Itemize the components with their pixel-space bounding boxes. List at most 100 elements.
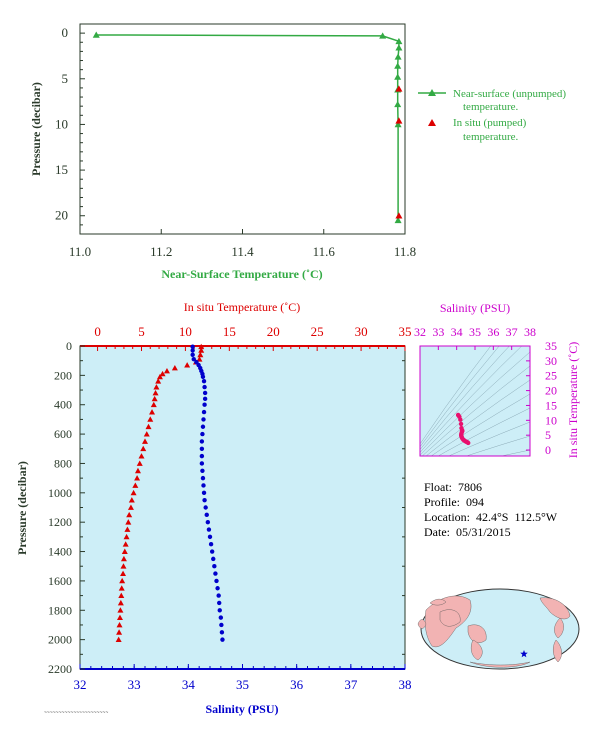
salinity-point bbox=[206, 527, 212, 532]
pressure-tick-label: 0 bbox=[66, 339, 72, 353]
salinity-point bbox=[199, 446, 205, 451]
temperature-point bbox=[145, 423, 152, 430]
pressure-tick-label: 1400 bbox=[48, 545, 72, 559]
ts-x-tick-label: 35 bbox=[469, 325, 481, 339]
temp-tick-label: 35 bbox=[399, 324, 412, 339]
salinity-point bbox=[202, 497, 207, 503]
ts-y-tick-label: 20 bbox=[545, 384, 557, 398]
salinity-x-axis: 32 33 34 35 36 37 38 bbox=[74, 664, 412, 692]
pressure-tick-label: 1600 bbox=[48, 574, 72, 588]
temperature-point bbox=[118, 585, 125, 591]
temperature-point bbox=[120, 570, 127, 576]
in-situ-point bbox=[395, 85, 403, 92]
temperature-point bbox=[159, 370, 166, 377]
density-contour bbox=[420, 346, 500, 447]
temperature-point bbox=[198, 347, 205, 353]
near-surface-point bbox=[394, 53, 402, 60]
salinity-point bbox=[190, 352, 195, 358]
near-surface-point bbox=[92, 31, 100, 38]
legend-label-near-surface-1: Near-surface (unpumped) bbox=[453, 88, 566, 100]
salinity-point bbox=[219, 622, 224, 628]
salinity-point bbox=[219, 630, 225, 635]
top-x-tick-label: 11.4 bbox=[231, 244, 254, 259]
pressure-tick-label: 2000 bbox=[48, 633, 72, 647]
density-contours bbox=[420, 346, 530, 478]
temperature-point bbox=[123, 533, 130, 540]
ts-x-tick-label: 33 bbox=[432, 325, 444, 339]
top-plot-frame bbox=[79, 23, 406, 235]
temperature-point bbox=[115, 636, 122, 643]
salinity-point bbox=[200, 468, 205, 473]
top-legend: Near-surface (unpumped) temperature. In … bbox=[418, 88, 566, 143]
ts-point bbox=[458, 421, 464, 427]
salinity-point bbox=[218, 615, 224, 620]
pressure-tick-label: 1000 bbox=[48, 486, 72, 500]
top-y-tick-label: 0 bbox=[62, 25, 69, 40]
near-surface-point bbox=[394, 62, 402, 69]
salinity-point bbox=[199, 439, 205, 444]
salinity-point bbox=[214, 578, 219, 584]
pressure-tick-label: 200 bbox=[54, 368, 72, 382]
density-contour bbox=[421, 365, 530, 456]
top-x-tick-label: 11.2 bbox=[150, 244, 172, 259]
temperature-point bbox=[171, 365, 178, 371]
salinity-point bbox=[217, 600, 222, 606]
density-contour bbox=[420, 464, 530, 478]
salinity-point bbox=[201, 483, 206, 488]
legend-label-near-surface-2: temperature. bbox=[463, 101, 519, 113]
salinity-point bbox=[216, 593, 221, 598]
temperature-point bbox=[116, 614, 123, 621]
density-contour bbox=[420, 346, 510, 450]
float-info: Float: 7806 Profile: 094 Location: 42.4°… bbox=[424, 480, 557, 540]
density-contour bbox=[425, 379, 530, 456]
temperature-point bbox=[120, 563, 127, 569]
float-star-icon bbox=[520, 650, 528, 658]
salinity-point bbox=[213, 571, 218, 576]
temp-tick-label: 20 bbox=[267, 324, 280, 339]
salinity-point bbox=[200, 374, 206, 380]
ts-y-tick-label: 0 bbox=[545, 443, 551, 457]
top-x-tick-label: 11.0 bbox=[69, 244, 91, 259]
salinity-tick-label: 35 bbox=[236, 677, 249, 692]
top-series-group bbox=[92, 31, 403, 224]
temp-axis-label: In situ Temperature (˚C) bbox=[184, 300, 301, 314]
temperature-point bbox=[122, 541, 129, 547]
near-surface-point bbox=[395, 44, 403, 51]
ts-x-tick-label: 32 bbox=[414, 325, 426, 339]
top-y-tick-label: 5 bbox=[62, 71, 69, 86]
salinity-point bbox=[202, 390, 208, 396]
temperature-point bbox=[150, 401, 157, 408]
temperature-point bbox=[116, 629, 123, 635]
temperature-point bbox=[124, 526, 131, 532]
top-y-tick-label: 20 bbox=[55, 208, 68, 223]
temperature-point bbox=[119, 577, 126, 584]
top-x-axis-label: Near-Surface Temperature (˚C) bbox=[161, 267, 322, 281]
ts-x-tick-label: 38 bbox=[524, 325, 536, 339]
temperature-point bbox=[163, 367, 170, 374]
ts-y-tick-label: 35 bbox=[545, 339, 557, 353]
temperature-point bbox=[151, 395, 158, 402]
near-surface-panel: 11.0 11.2 11.4 11.6 11.8 0 5 10 15 20 Near-Surfa… bbox=[29, 23, 566, 281]
density-contour bbox=[420, 351, 530, 456]
salinity-point bbox=[203, 505, 208, 510]
in-situ-point bbox=[395, 117, 403, 124]
salinity-point bbox=[190, 344, 195, 349]
temperature-point bbox=[196, 356, 203, 362]
salinity-point bbox=[200, 475, 206, 481]
ts-y-axis-label: In situ Temperature (˚C) bbox=[566, 342, 580, 459]
near-surface-point bbox=[379, 32, 387, 39]
salinity-point bbox=[190, 348, 195, 353]
temperature-point bbox=[184, 362, 191, 368]
temperature-point bbox=[143, 431, 150, 437]
ts-points-group bbox=[455, 412, 471, 446]
salinity-point bbox=[202, 396, 208, 402]
near-surface-point bbox=[394, 73, 402, 80]
salinity-point bbox=[199, 461, 205, 466]
top-x-tick-label: 11.6 bbox=[313, 244, 336, 259]
near-surface-point bbox=[394, 120, 402, 128]
main-y-axis-label: Pressure (decibar) bbox=[15, 461, 29, 555]
temperature-point bbox=[156, 373, 163, 380]
pressure-y-axis: 0 200 400 600 800 1000 1200 1400 1600 1800 2000 220… bbox=[48, 339, 405, 676]
